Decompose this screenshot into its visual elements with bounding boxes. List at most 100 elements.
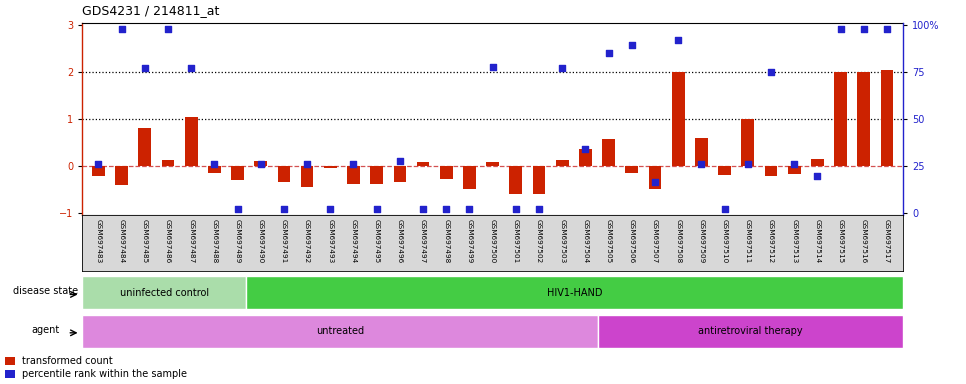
Text: HIV1-HAND: HIV1-HAND: [547, 288, 603, 298]
Point: [531, 206, 547, 212]
Text: uninfected control: uninfected control: [120, 288, 209, 298]
Text: GSM697508: GSM697508: [675, 220, 681, 264]
Text: GSM697510: GSM697510: [722, 220, 727, 264]
Bar: [393, 166, 407, 182]
Text: untreated: untreated: [316, 326, 364, 336]
Text: GSM697509: GSM697509: [698, 220, 704, 264]
Text: GSM697489: GSM697489: [235, 220, 241, 264]
Bar: [555, 160, 569, 166]
Text: GSM697495: GSM697495: [374, 220, 380, 264]
Point: [578, 146, 593, 152]
Text: GSM697517: GSM697517: [884, 220, 890, 264]
Bar: [246, 276, 903, 309]
Point: [439, 206, 454, 212]
Bar: [92, 166, 104, 176]
Bar: [82, 315, 598, 348]
Bar: [208, 166, 220, 173]
Point: [879, 26, 895, 32]
Point: [856, 26, 871, 32]
Text: GSM697484: GSM697484: [119, 220, 125, 264]
Point: [415, 206, 431, 212]
Text: GSM697501: GSM697501: [513, 220, 519, 264]
Text: GSM697514: GSM697514: [814, 220, 820, 264]
Bar: [598, 315, 903, 348]
Bar: [138, 128, 151, 166]
Bar: [277, 166, 291, 182]
Text: GSM697486: GSM697486: [165, 220, 171, 264]
Point: [508, 206, 524, 212]
Point: [786, 161, 802, 167]
Bar: [486, 162, 499, 166]
Point: [230, 206, 245, 212]
Text: GSM697488: GSM697488: [212, 220, 217, 264]
Text: GSM697503: GSM697503: [559, 220, 565, 264]
Bar: [835, 72, 847, 166]
Text: GSM697483: GSM697483: [96, 220, 101, 264]
Bar: [440, 166, 453, 179]
Bar: [161, 160, 174, 166]
Bar: [671, 72, 685, 166]
Text: disease state: disease state: [13, 286, 77, 296]
Text: GSM697516: GSM697516: [861, 220, 867, 264]
Text: GSM697485: GSM697485: [142, 220, 148, 264]
Bar: [602, 139, 615, 166]
Point: [137, 65, 153, 71]
Point: [554, 65, 570, 71]
Bar: [811, 159, 824, 166]
Point: [763, 69, 779, 75]
Bar: [115, 166, 128, 185]
Point: [392, 158, 408, 164]
Text: GSM697497: GSM697497: [420, 220, 426, 264]
Point: [647, 179, 663, 185]
Text: GSM697515: GSM697515: [838, 220, 843, 264]
Text: agent: agent: [31, 324, 59, 334]
Point: [323, 206, 338, 212]
Bar: [324, 166, 337, 168]
Point: [346, 161, 361, 167]
Point: [601, 50, 616, 56]
Bar: [695, 138, 708, 166]
Bar: [370, 166, 384, 184]
Point: [694, 161, 709, 167]
Point: [833, 26, 848, 32]
Bar: [347, 166, 360, 184]
Point: [184, 65, 199, 71]
Legend: transformed count, percentile rank within the sample: transformed count, percentile rank withi…: [5, 356, 187, 379]
Point: [624, 42, 639, 48]
Point: [253, 161, 269, 167]
Text: GSM697507: GSM697507: [652, 220, 658, 264]
Point: [114, 26, 129, 32]
Text: GSM697504: GSM697504: [582, 220, 588, 264]
Point: [299, 161, 315, 167]
Bar: [416, 162, 430, 166]
Bar: [648, 166, 662, 189]
Bar: [532, 166, 546, 194]
Text: antiretroviral therapy: antiretroviral therapy: [698, 326, 803, 336]
Point: [369, 206, 384, 212]
Bar: [509, 166, 523, 194]
Bar: [185, 117, 197, 166]
Point: [740, 161, 755, 167]
Text: GSM697500: GSM697500: [490, 220, 496, 264]
Point: [276, 206, 292, 212]
Bar: [765, 166, 778, 176]
Bar: [231, 166, 243, 180]
Bar: [579, 149, 592, 166]
Text: GSM697491: GSM697491: [281, 220, 287, 264]
Bar: [254, 161, 267, 166]
Text: GSM697493: GSM697493: [327, 220, 333, 264]
Text: GSM697506: GSM697506: [629, 220, 635, 264]
Text: GSM697513: GSM697513: [791, 220, 797, 264]
Bar: [300, 166, 314, 187]
Text: GSM697512: GSM697512: [768, 220, 774, 264]
Bar: [788, 166, 801, 174]
Text: GSM697494: GSM697494: [351, 220, 356, 264]
Point: [462, 206, 477, 212]
Bar: [719, 166, 731, 175]
Text: GSM697498: GSM697498: [443, 220, 449, 264]
Text: GSM697511: GSM697511: [745, 220, 751, 264]
Point: [207, 161, 222, 167]
Point: [717, 206, 732, 212]
Text: GSM697487: GSM697487: [188, 220, 194, 264]
Bar: [742, 119, 754, 166]
